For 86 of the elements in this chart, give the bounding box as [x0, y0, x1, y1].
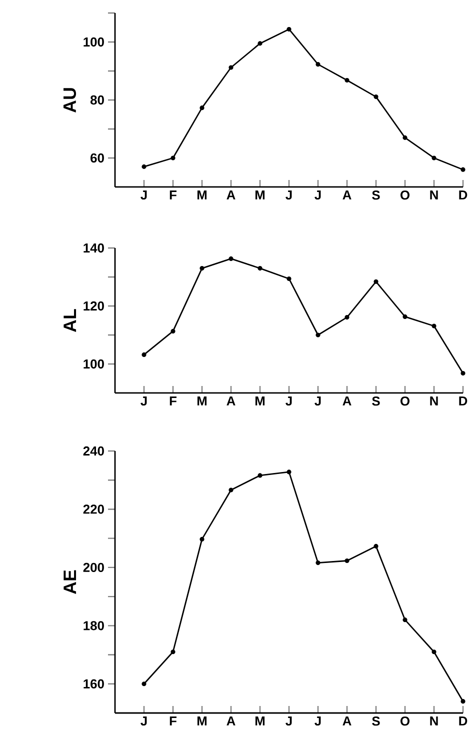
x-tick-label: S — [372, 396, 380, 406]
point — [200, 106, 204, 110]
y-tick-label: 160 — [84, 679, 104, 688]
point — [374, 94, 378, 100]
point — [142, 352, 146, 358]
x-tick-label: J — [286, 190, 292, 200]
x-tick-label: A — [342, 396, 352, 406]
y-axis-title: AL — [64, 309, 76, 332]
x-tick-label: M — [255, 396, 265, 406]
point — [200, 536, 204, 542]
x-tick-label: N — [430, 190, 438, 200]
x-tick-label: J — [286, 716, 292, 726]
x-tick-label: M — [255, 716, 265, 726]
point — [258, 41, 262, 46]
point — [170, 156, 176, 160]
y-tick-label: 240 — [83, 446, 104, 456]
point — [258, 473, 262, 478]
x-tick-label: D — [459, 396, 468, 406]
x-tick-label: A — [226, 716, 236, 726]
y-tick-label: 220 — [83, 504, 104, 514]
point — [344, 78, 350, 83]
point — [142, 682, 146, 686]
point — [286, 470, 292, 474]
y-tick-label: 120 — [84, 301, 104, 311]
x-tick-label: D — [459, 716, 468, 726]
point — [316, 332, 320, 338]
x-tick-label: M — [197, 396, 207, 406]
x-tick-label: J — [314, 716, 321, 726]
point — [460, 370, 466, 376]
y-tick-label: 140 — [84, 243, 104, 253]
x-tick-label: O — [400, 396, 410, 406]
y-tick-label: 80 — [90, 95, 104, 105]
y-tick-label: 180 — [84, 621, 104, 630]
x-tick-label: F — [170, 396, 176, 406]
point — [344, 558, 350, 564]
point — [432, 156, 436, 160]
point — [316, 62, 320, 67]
y-axis-title: AU — [64, 88, 76, 112]
point — [402, 618, 408, 622]
x-tick-label: J — [140, 190, 147, 200]
point — [258, 266, 262, 271]
x-tick-label: N — [430, 396, 438, 406]
x-tick-label: A — [226, 396, 236, 406]
x-tick-label: F — [170, 190, 176, 200]
x-tick-label: J — [140, 716, 147, 726]
point — [460, 699, 466, 704]
x-tick-label: J — [314, 396, 321, 406]
point — [170, 650, 176, 654]
point — [316, 560, 320, 566]
x-tick-label: D — [459, 190, 468, 200]
point — [432, 650, 436, 654]
x-tick-label: M — [197, 190, 207, 200]
point — [228, 256, 234, 262]
x-tick-label: A — [342, 190, 352, 200]
y-tick-label: 100 — [84, 37, 104, 47]
point — [374, 544, 378, 548]
point — [344, 315, 350, 320]
x-tick-label: N — [430, 716, 438, 726]
point — [286, 26, 292, 32]
point — [228, 65, 234, 70]
point — [286, 276, 292, 282]
x-tick-label: S — [372, 190, 380, 200]
point — [200, 266, 204, 271]
y-tick-label: 200 — [83, 562, 104, 572]
point — [402, 135, 408, 140]
y-tick-label: 100 — [84, 359, 104, 369]
x-tick-label: A — [342, 716, 352, 726]
x-tick-label: J — [140, 396, 147, 406]
point — [374, 279, 378, 284]
point — [170, 328, 176, 334]
point — [460, 167, 466, 172]
x-tick-label: S — [372, 716, 380, 726]
point — [402, 314, 408, 320]
x-tick-label: M — [197, 716, 207, 726]
x-tick-label: J — [286, 396, 292, 406]
x-tick-label: J — [314, 190, 321, 200]
x-tick-label: F — [170, 716, 176, 726]
point — [142, 164, 146, 169]
x-tick-label: O — [400, 190, 410, 200]
y-tick-label: 60 — [90, 153, 104, 163]
point — [228, 488, 234, 492]
x-tick-label: A — [226, 190, 236, 200]
y-axis-title: AE — [64, 570, 76, 594]
x-tick-label: M — [255, 190, 265, 200]
point — [432, 324, 436, 328]
x-tick-label: O — [400, 716, 410, 726]
